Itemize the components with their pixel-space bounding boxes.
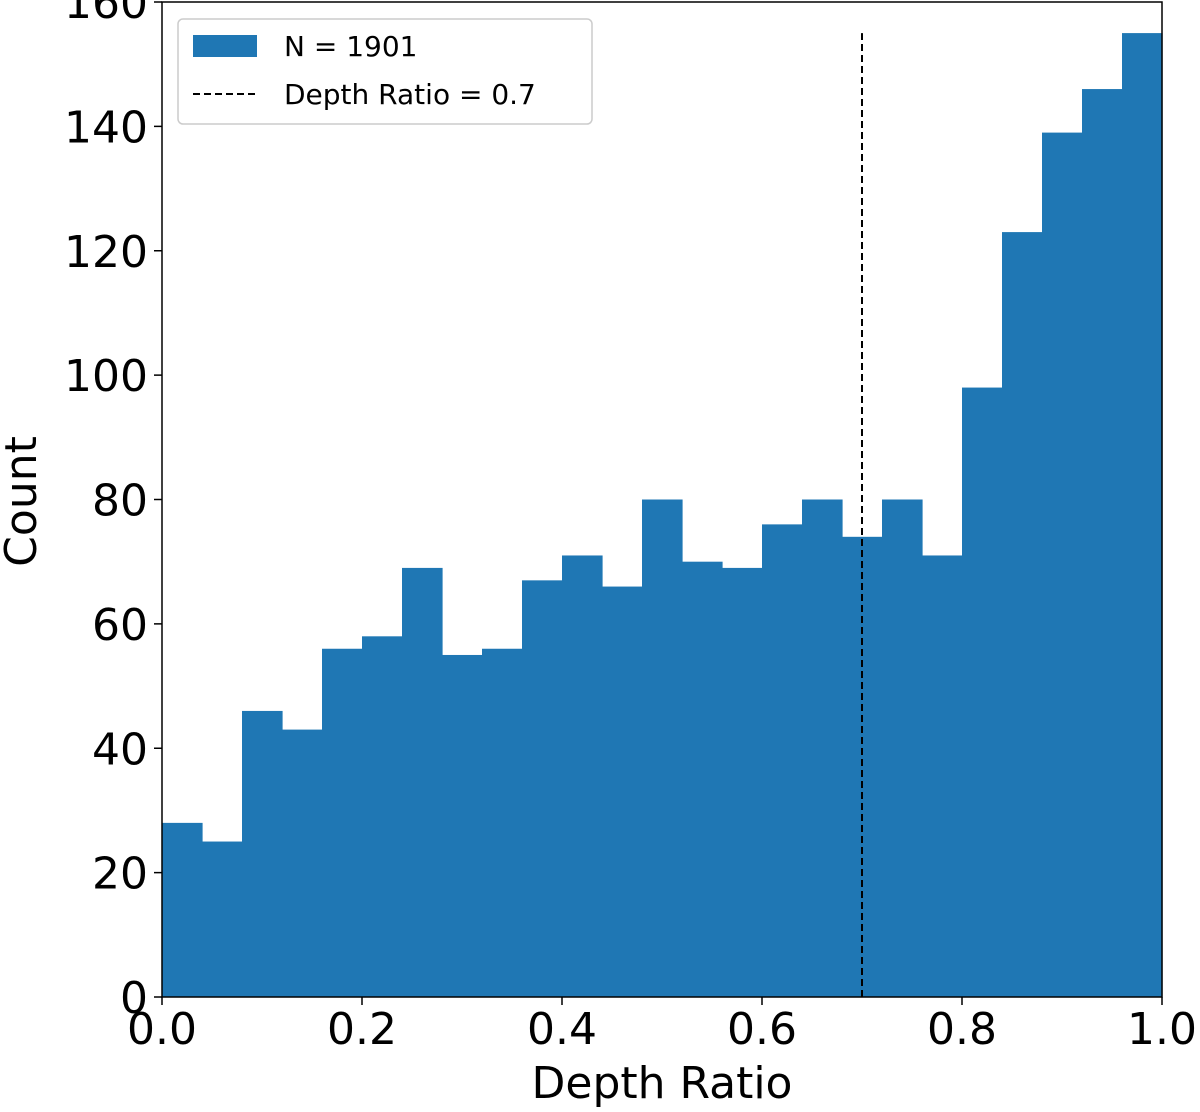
histogram-bar <box>242 710 283 997</box>
histogram-bar <box>642 499 683 997</box>
histogram-bar <box>1122 33 1163 997</box>
histogram-bar <box>402 567 443 997</box>
histogram-bar <box>842 536 883 997</box>
y-tick-label: 60 <box>92 600 148 651</box>
legend-box <box>177 18 593 125</box>
histogram-bar <box>482 648 523 997</box>
legend-swatch-histogram <box>193 35 257 57</box>
histogram-bar <box>682 561 723 997</box>
x-axis-ticks: 0.0 0.2 0.4 0.6 0.8 1.0 <box>127 997 1197 1055</box>
y-axis-label: Count <box>0 436 47 567</box>
y-tick-label: 40 <box>92 724 148 775</box>
histogram-bar <box>962 387 1003 997</box>
y-tick-label: 120 <box>64 227 148 278</box>
legend-entry-histogram: N = 1901 <box>284 30 417 63</box>
histogram-bar <box>322 648 363 997</box>
x-tick-label: 0.8 <box>927 1004 997 1055</box>
x-tick-label: 0.0 <box>127 1004 197 1055</box>
histogram-bar <box>562 555 603 997</box>
x-tick-label: 0.2 <box>327 1004 397 1055</box>
histogram-bar <box>162 822 203 997</box>
histogram-bar <box>362 636 403 997</box>
legend: N = 1901 Depth Ratio = 0.7 <box>177 18 593 125</box>
legend-entry-reference-line: Depth Ratio = 0.7 <box>284 78 536 111</box>
y-tick-label: 140 <box>64 102 148 153</box>
histogram-bar <box>1042 132 1083 997</box>
histogram-bar <box>1082 89 1123 997</box>
x-axis-label: Depth Ratio <box>532 1058 793 1109</box>
x-tick-label: 0.4 <box>527 1004 597 1055</box>
y-tick-label: 80 <box>92 476 148 527</box>
histogram-bar <box>802 499 843 997</box>
x-tick-label: 1.0 <box>1127 1004 1197 1055</box>
histogram-bar <box>602 586 643 997</box>
histogram-bar <box>442 654 483 997</box>
histogram-bar <box>202 841 243 997</box>
y-axis-ticks: 0 20 40 60 80 100 120 140 160 <box>64 0 162 1024</box>
y-tick-label: 100 <box>64 351 148 402</box>
histogram-bar <box>522 580 563 997</box>
histogram-bar <box>882 499 923 997</box>
x-tick-label: 0.6 <box>727 1004 797 1055</box>
y-tick-label: 20 <box>92 849 148 900</box>
histogram-bar <box>282 729 323 997</box>
histogram-bar <box>722 567 763 997</box>
y-tick-label: 160 <box>64 0 148 29</box>
histogram-bar <box>922 555 963 997</box>
histogram-bar <box>1002 232 1043 997</box>
histogram-bar <box>762 524 803 997</box>
histogram-bars <box>162 33 1163 997</box>
y-tick-label: 0 <box>120 973 148 1024</box>
